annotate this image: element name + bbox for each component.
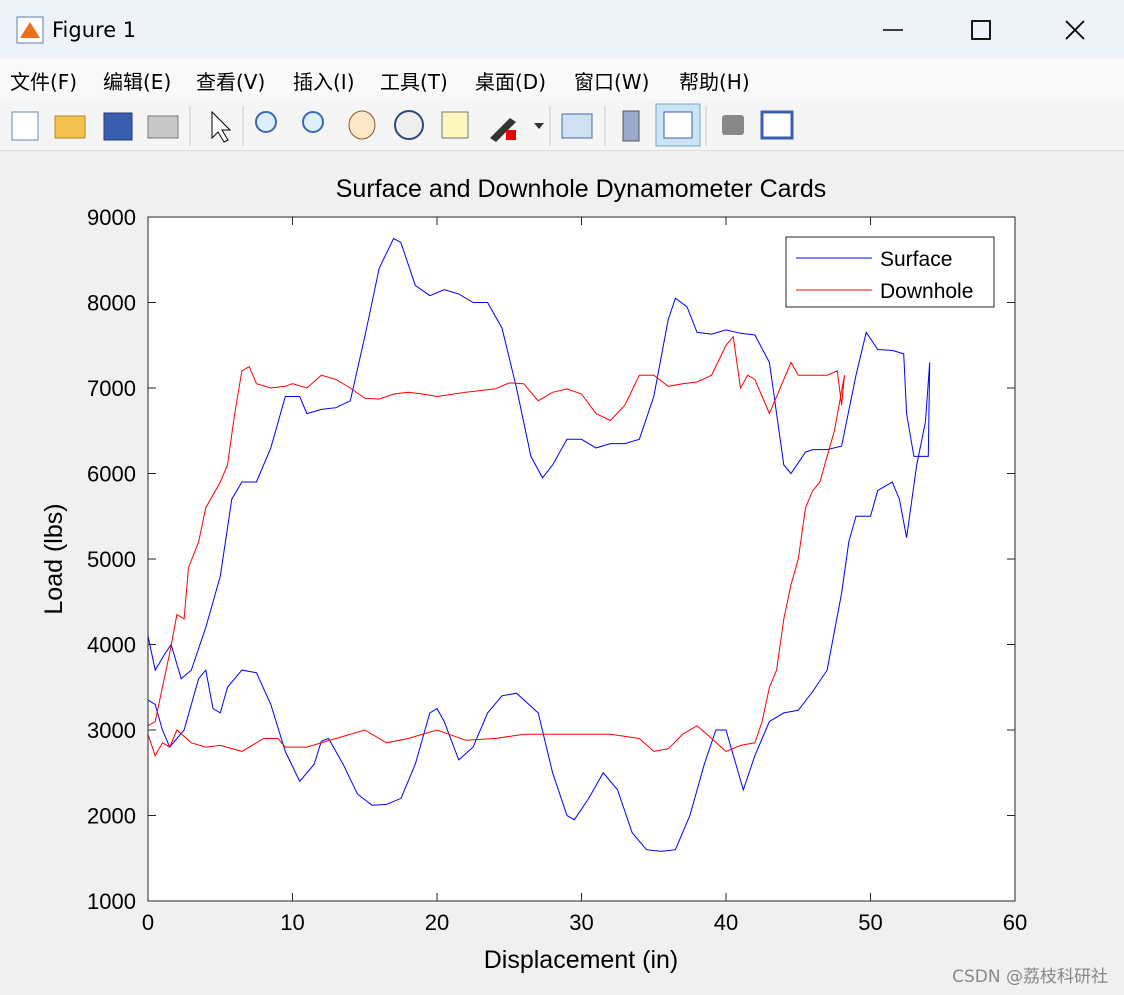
tool-save[interactable]	[103, 112, 133, 141]
x-tick-label: 0	[142, 910, 154, 935]
app-icon-shape	[20, 22, 40, 38]
y-tick-label: 3000	[87, 718, 136, 743]
x-axis-label: Displacement (in)	[484, 946, 679, 974]
chart-title: Surface and Downhole Dynamometer Cards	[336, 175, 827, 203]
menu-item[interactable]: 插入(I)	[293, 70, 355, 94]
menu-bar: 文件(F) 编辑(E) 查看(V) 插入(I) 工具(T) 桌面(D) 窗口(W) 帮助(H)	[0, 58, 1124, 100]
tool-rotate[interactable]	[394, 110, 424, 140]
x-tick-label: 10	[280, 910, 304, 935]
tool-link[interactable]	[561, 113, 593, 139]
tool-brush[interactable]	[490, 118, 516, 142]
close-button[interactable]	[1065, 20, 1085, 40]
menu-item[interactable]: 桌面(D)	[475, 70, 547, 94]
legend-box	[785, 236, 995, 308]
data-line	[147, 335, 845, 757]
y-tick-label: 8000	[87, 291, 136, 316]
tool-hide-plot[interactable]	[722, 115, 744, 135]
tool-zoom-in[interactable]	[255, 111, 277, 133]
watermark: CSDN @荔枝科研社	[952, 967, 1108, 987]
y-tick-label: 6000	[87, 462, 136, 487]
menu-item[interactable]: 文件(F)	[10, 70, 78, 94]
y-axis-label: Load (lbs)	[40, 503, 68, 614]
legend-label: Surface	[880, 248, 952, 271]
menu-item[interactable]: 窗口(W)	[574, 70, 650, 94]
menu-item[interactable]: 查看(V)	[196, 70, 266, 94]
x-tick-label: 60	[1003, 910, 1027, 935]
plot-area	[148, 217, 1015, 901]
data-line	[147, 237, 931, 852]
tool-zoom-out[interactable]	[302, 111, 324, 133]
y-tick-label: 9000	[87, 205, 136, 230]
tool-new[interactable]	[11, 111, 39, 141]
maximize-button[interactable]	[971, 20, 991, 40]
x-tick-label: 50	[858, 910, 882, 935]
y-tick-label: 5000	[87, 547, 136, 572]
window-title: Figure 1	[52, 18, 137, 42]
toolbar-icons	[11, 103, 794, 147]
menu-item[interactable]: 帮助(H)	[679, 70, 750, 94]
y-tick-label: 4000	[87, 633, 136, 658]
y-tick-label: 1000	[87, 889, 136, 914]
x-tick-label: 40	[714, 910, 738, 935]
legend-label: Downhole	[880, 280, 973, 303]
y-tick-label: 7000	[87, 376, 136, 401]
title-bar: Figure 1	[0, 0, 1124, 58]
title-bar-icons	[16, 16, 1085, 44]
x-tick-label: 20	[425, 910, 449, 935]
tool-pan[interactable]	[348, 110, 376, 140]
app-icon	[16, 16, 44, 44]
toolbar	[0, 100, 1124, 151]
y-tick-label: 2000	[87, 804, 136, 829]
tool-colorbar[interactable]	[622, 110, 640, 142]
chart: Surface and Downhole Dynamometer Cards D…	[40, 175, 1027, 974]
plot-frame	[147, 216, 1016, 902]
tool-brush-dropdown[interactable]	[534, 123, 544, 129]
tool-datatip[interactable]	[441, 111, 469, 139]
menu-item[interactable]: 工具(T)	[380, 70, 448, 94]
legend: Surface Downhole	[785, 236, 995, 308]
tool-legend[interactable]	[663, 111, 693, 139]
tool-print[interactable]	[147, 115, 179, 139]
tool-dock[interactable]	[760, 110, 794, 140]
tool-brush-color	[506, 130, 516, 140]
tool-open[interactable]	[54, 115, 86, 139]
x-tick-label: 30	[569, 910, 593, 935]
tool-pointer[interactable]	[211, 110, 232, 143]
menu-item[interactable]: 编辑(E)	[103, 70, 172, 94]
